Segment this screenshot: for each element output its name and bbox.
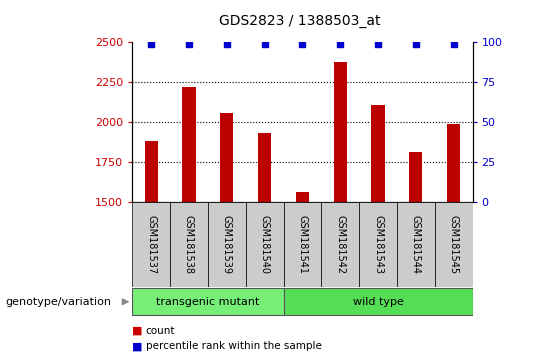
Text: GSM181539: GSM181539 — [222, 215, 232, 274]
Text: GSM181544: GSM181544 — [411, 215, 421, 274]
Point — [374, 41, 382, 47]
Bar — [145, 141, 158, 202]
Bar — [447, 124, 460, 202]
Point — [449, 41, 458, 47]
Text: GSM181538: GSM181538 — [184, 215, 194, 274]
Bar — [170, 202, 208, 287]
Bar — [246, 202, 284, 287]
Point — [147, 41, 156, 47]
Bar — [359, 202, 397, 287]
Point — [260, 41, 269, 47]
Bar — [132, 202, 170, 287]
Bar — [183, 87, 195, 202]
Text: count: count — [146, 326, 176, 336]
Text: GSM181542: GSM181542 — [335, 215, 345, 274]
Text: genotype/variation: genotype/variation — [5, 297, 111, 307]
Bar — [334, 62, 347, 202]
Bar — [220, 113, 233, 202]
Text: transgenic mutant: transgenic mutant — [156, 297, 260, 307]
Text: GSM181543: GSM181543 — [373, 215, 383, 274]
Bar — [321, 202, 359, 287]
Bar — [132, 288, 284, 315]
Bar — [208, 202, 246, 287]
Bar — [409, 152, 422, 202]
Text: ■: ■ — [132, 326, 143, 336]
Bar — [435, 202, 472, 287]
Text: GSM181540: GSM181540 — [260, 215, 269, 274]
Point — [411, 41, 420, 47]
Text: wild type: wild type — [353, 297, 403, 307]
Point — [298, 41, 307, 47]
Bar — [258, 133, 271, 202]
Bar — [372, 105, 384, 202]
Bar — [397, 202, 435, 287]
Text: ■: ■ — [132, 341, 143, 351]
Bar — [284, 288, 472, 315]
Text: GSM181537: GSM181537 — [146, 215, 156, 274]
Point — [222, 41, 231, 47]
Point — [336, 41, 345, 47]
Text: percentile rank within the sample: percentile rank within the sample — [146, 341, 322, 351]
Bar — [296, 192, 309, 202]
Point — [185, 41, 193, 47]
Text: GSM181545: GSM181545 — [449, 215, 458, 274]
Bar — [284, 202, 321, 287]
Text: GDS2823 / 1388503_at: GDS2823 / 1388503_at — [219, 14, 381, 28]
Text: GSM181541: GSM181541 — [298, 215, 307, 274]
